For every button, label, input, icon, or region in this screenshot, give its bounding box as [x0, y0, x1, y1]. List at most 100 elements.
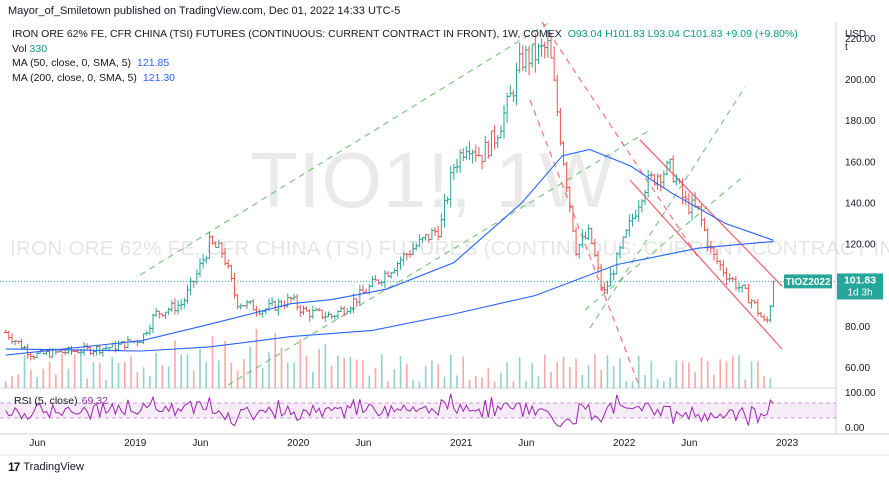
price-tick-label: 140.00 — [845, 198, 876, 209]
volume-bar — [73, 354, 76, 388]
ma200-line — [5, 240, 774, 352]
volume-bar — [98, 363, 101, 388]
down-channel-bottom — [629, 179, 783, 350]
volume-bar — [105, 380, 107, 388]
volume-bar — [55, 374, 57, 388]
price-tick-label: 60.00 — [845, 363, 870, 374]
volume-bar — [650, 360, 653, 388]
price-axis-currency: USD — [845, 29, 866, 40]
volume-bar — [149, 375, 151, 388]
volume-bar — [4, 381, 7, 388]
price-axis-currency-suffix: t — [845, 42, 848, 53]
volume-bar — [268, 351, 270, 388]
legend-ma200-value: 121.30 — [142, 71, 176, 84]
tradingview-footer[interactable]: 17 TradingView — [8, 460, 84, 474]
volume-bar — [500, 372, 502, 388]
price-axis[interactable]: USD t 60.0080.00100.00120.00140.00160.00… — [845, 29, 876, 374]
volume-bar — [161, 365, 164, 388]
legend-ohlc: O93.04 H101.83 L93.04 C101.83 +9.09 (+9.… — [567, 28, 798, 40]
volume-bar — [224, 340, 226, 388]
legend-vol-value: 330 — [29, 42, 48, 55]
volume-bar — [167, 366, 170, 388]
volume-bar — [700, 357, 703, 388]
volume-bar — [218, 360, 220, 388]
volume-bar — [86, 378, 88, 388]
legend-ma50-value: 121.85 — [137, 57, 170, 69]
volume-bar — [518, 357, 521, 388]
volume-bar — [293, 362, 295, 388]
volume-bar — [362, 360, 364, 388]
volume-bar — [123, 361, 126, 388]
volume-bar — [612, 365, 615, 388]
volume-bar — [211, 335, 214, 388]
price-tick-label: 80.00 — [845, 322, 870, 333]
price-tick-label: 220.00 — [845, 34, 876, 45]
legend-vol-label: Vol — [12, 42, 27, 55]
price-tick-label: 120.00 — [845, 240, 876, 251]
rsi-legend[interactable]: RSI (5, close) 69.32 — [14, 395, 108, 407]
rsi-tick-label: 0.00 — [845, 423, 865, 434]
volume-bar — [337, 355, 339, 388]
volume-bar — [299, 339, 302, 388]
volume-bar — [581, 374, 584, 388]
pane-frame — [0, 22, 889, 456]
volume-bar — [637, 355, 640, 388]
volume-bar — [330, 365, 333, 388]
volume-bar — [318, 348, 320, 388]
volume-bar — [399, 356, 402, 388]
volume-bar — [600, 370, 602, 388]
volume-bar — [738, 355, 740, 388]
volume-bar — [230, 362, 233, 388]
volume-bar — [406, 363, 408, 388]
volume-bar — [61, 354, 63, 388]
volume-bar — [525, 380, 527, 388]
time-axis[interactable]: Jun 2019 Jun 2020 Jun 2021 Jun 2022 Jun 2023 — [29, 438, 798, 449]
up-channel-a — [589, 86, 746, 329]
volume-bar — [355, 359, 358, 388]
volume-bar — [443, 376, 446, 388]
watermark-symbol: TIO1!, 1W — [250, 136, 615, 224]
volume-bar — [286, 362, 289, 388]
tradingview-brand: TradingView — [23, 461, 84, 473]
volume-bar — [493, 381, 496, 388]
time-tick-label: Jun — [355, 438, 371, 449]
volume-bar — [663, 381, 665, 388]
chart-legend[interactable]: IRON ORE 62% FE, CFR CHINA (TSI) FUTURES… — [12, 27, 798, 85]
volume-bar — [462, 356, 465, 388]
volume-bar — [136, 372, 139, 388]
price-tick-label: 160.00 — [845, 157, 876, 168]
legend-volume-row: Vol 330 — [12, 42, 798, 57]
rsi-tick-label: 100.00 — [845, 388, 876, 399]
volume-bar — [186, 354, 189, 388]
volume-bar — [713, 374, 715, 388]
volume-bar — [468, 380, 471, 388]
volume-bar — [656, 379, 659, 388]
legend-ma200-label: MA (200, close, 0, SMA, 5) — [12, 71, 137, 84]
time-tick-label: 2023 — [776, 438, 799, 449]
volume-bar — [243, 359, 245, 388]
volume-bar — [387, 381, 389, 388]
volume-bar — [644, 375, 646, 388]
volume-bar — [437, 364, 439, 388]
volume-bar — [80, 356, 82, 388]
volume-bar — [92, 362, 95, 388]
volume-bar — [418, 381, 421, 388]
volume-bar — [481, 377, 483, 388]
volume-bar — [757, 361, 759, 388]
volume-bar — [249, 346, 251, 388]
time-tick-label: Jun — [681, 438, 697, 449]
volume-bar — [531, 363, 534, 388]
volume-bar — [594, 354, 596, 388]
volume-bar — [562, 356, 565, 388]
up-channel-b — [584, 174, 746, 311]
publisher-line: Mayor_of_Smiletown published on TradingV… — [8, 5, 401, 17]
tradingview-logo-icon: 17 — [8, 460, 20, 474]
volume-bar — [11, 376, 13, 388]
down-channel-top — [639, 139, 783, 287]
volume-bar — [506, 362, 508, 388]
time-tick-label: Jun — [192, 438, 208, 449]
volume-bar — [537, 376, 540, 388]
volume-bar — [192, 370, 195, 388]
rsi-axis: 100.00 0.00 — [845, 388, 876, 434]
